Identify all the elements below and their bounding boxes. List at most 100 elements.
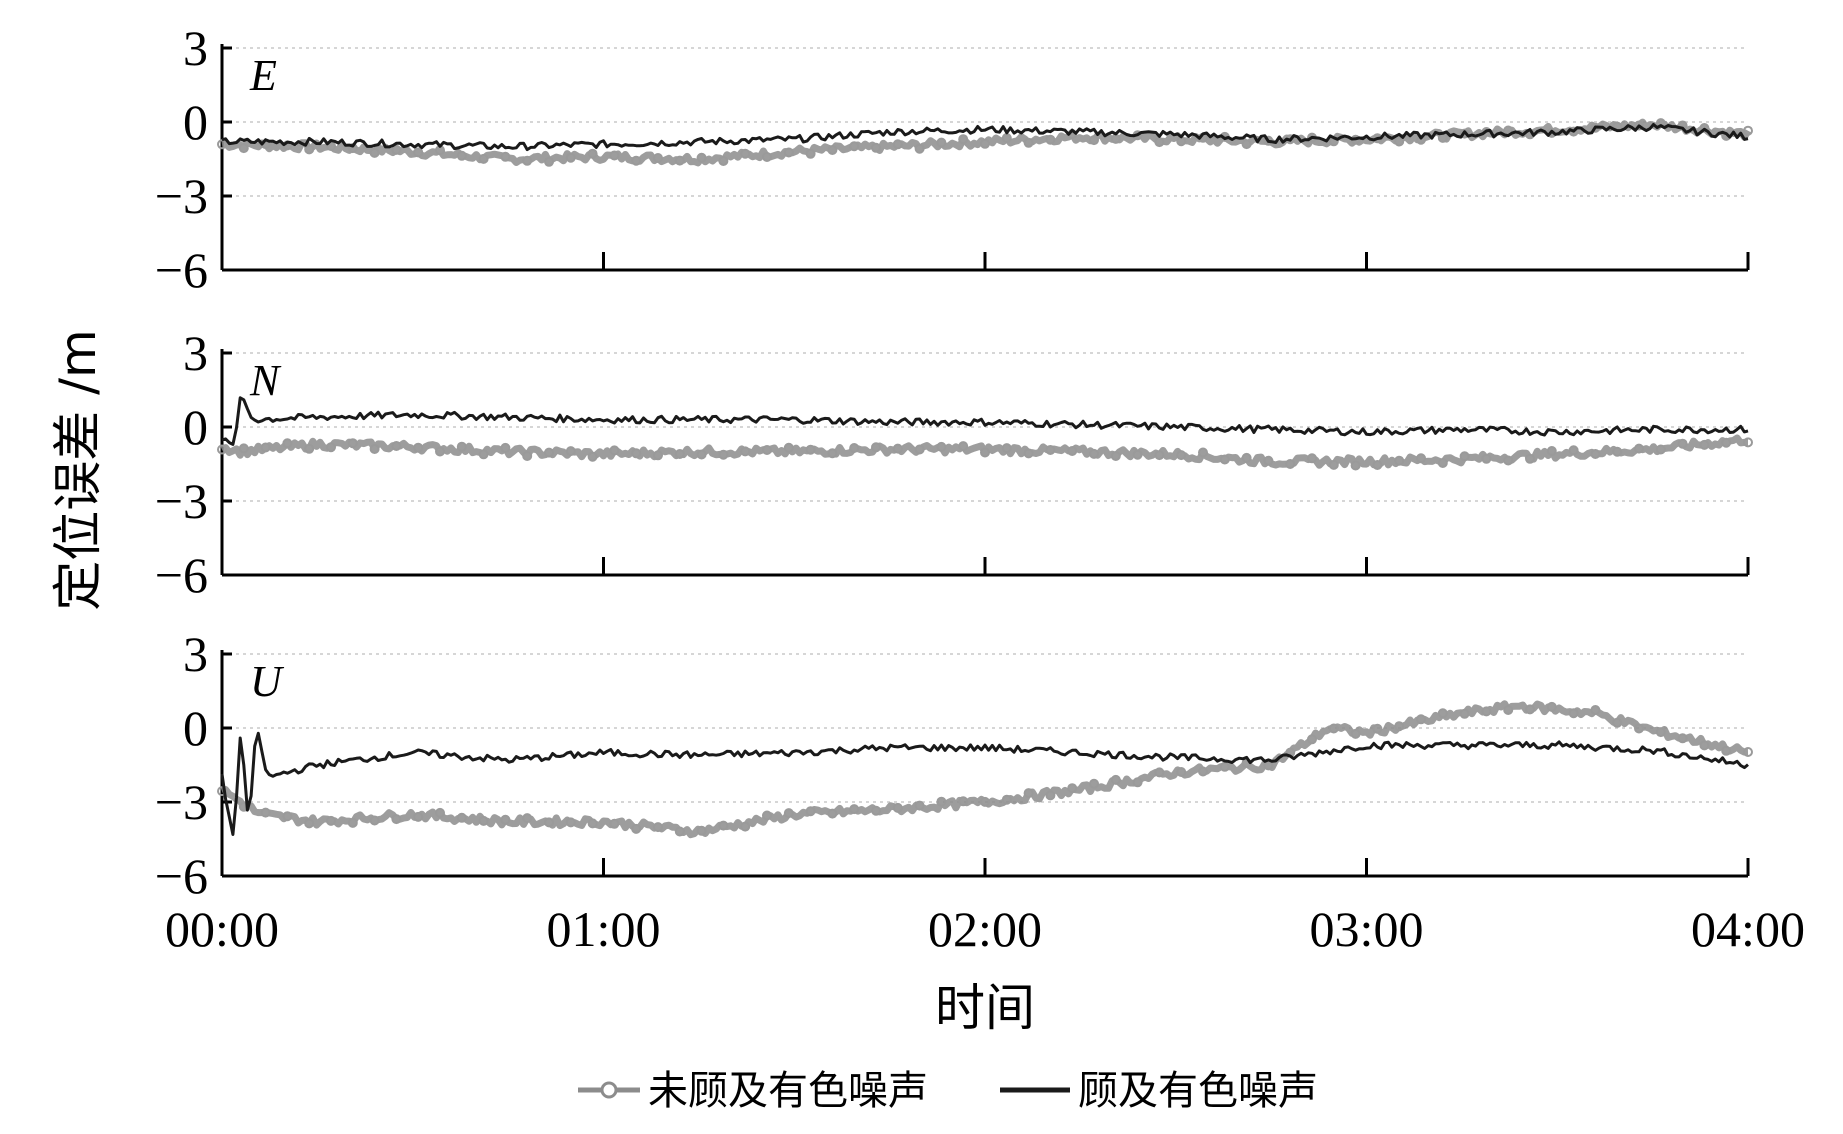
series-n-uncorrected-marker bbox=[1699, 439, 1710, 450]
y-tick-label: −6 bbox=[155, 242, 208, 298]
series-e-uncorrected-marker bbox=[1743, 125, 1753, 136]
series-u-uncorrected-marker bbox=[1590, 705, 1601, 715]
series-e-uncorrected-marker bbox=[631, 155, 642, 166]
series-e-uncorrected-marker bbox=[718, 156, 729, 166]
y-tick-label: 3 bbox=[183, 325, 208, 381]
series-n-uncorrected-marker bbox=[696, 449, 707, 460]
series-n-uncorrected-marker bbox=[1241, 452, 1252, 463]
series-e-uncorrected-marker bbox=[827, 145, 838, 155]
series-u-uncorrected-marker bbox=[1437, 708, 1448, 719]
series-n-uncorrected-marker bbox=[478, 449, 489, 460]
series-e-uncorrected-marker bbox=[1089, 135, 1099, 146]
series-n-uncorrected-marker bbox=[849, 443, 860, 453]
series-u-uncorrected-marker bbox=[783, 808, 794, 819]
series-e-corrected bbox=[221, 123, 1749, 152]
series-u-uncorrected-marker bbox=[696, 825, 707, 836]
series-u-uncorrected-marker bbox=[260, 807, 271, 818]
series-u-uncorrected-marker bbox=[805, 806, 816, 817]
series-n-uncorrected-marker bbox=[1154, 450, 1165, 461]
y-tick-label: −3 bbox=[155, 168, 208, 224]
series-n-uncorrected-marker bbox=[304, 443, 315, 454]
series-e-uncorrected-marker bbox=[1634, 120, 1644, 131]
series-u-uncorrected-marker bbox=[1110, 774, 1121, 785]
series-n-uncorrected-marker bbox=[1459, 451, 1470, 462]
series-u-uncorrected-marker bbox=[1416, 714, 1426, 725]
series-e-uncorrected-marker bbox=[238, 143, 249, 154]
series-n-uncorrected-marker bbox=[1590, 449, 1601, 459]
series-u-uncorrected-marker bbox=[413, 811, 424, 822]
series-n-uncorrected-marker bbox=[1546, 446, 1557, 456]
series-n-uncorrected-marker bbox=[980, 447, 990, 458]
series-e-uncorrected-marker bbox=[1154, 137, 1165, 148]
series-n-uncorrected-marker bbox=[1655, 444, 1666, 455]
series-n-uncorrected-marker bbox=[631, 448, 642, 459]
series-n-uncorrected-marker bbox=[740, 446, 751, 457]
series-u-uncorrected-marker bbox=[1372, 723, 1383, 734]
series-u-uncorrected-marker bbox=[1089, 778, 1099, 789]
series-u-uncorrected-marker bbox=[871, 805, 881, 816]
series-e-uncorrected-marker bbox=[783, 147, 794, 158]
series-n-uncorrected-marker bbox=[1045, 445, 1056, 455]
series-e-uncorrected-marker bbox=[740, 148, 751, 159]
series-e-uncorrected-marker bbox=[413, 147, 424, 158]
panel-label-e: E bbox=[249, 51, 277, 100]
series-u-uncorrected-marker bbox=[1546, 701, 1557, 712]
panel-n: 3 0 −3 −6 N bbox=[155, 325, 1753, 603]
series-n-corrected bbox=[221, 396, 1749, 446]
series-u-uncorrected-marker bbox=[1328, 723, 1339, 734]
y-tick-label: −6 bbox=[155, 848, 208, 904]
series-e-uncorrected-marker bbox=[892, 139, 903, 150]
series-u-uncorrected-marker bbox=[674, 826, 685, 837]
series-u-uncorrected-marker bbox=[653, 822, 663, 833]
series-e-uncorrected-marker bbox=[500, 151, 511, 162]
series-n-uncorrected-marker bbox=[718, 449, 729, 460]
series-e-uncorrected-marker bbox=[653, 153, 663, 163]
series-u-uncorrected-marker bbox=[435, 807, 445, 818]
series-n-uncorrected-marker bbox=[805, 444, 816, 455]
series-n-uncorrected-marker bbox=[1503, 455, 1514, 466]
series-n-uncorrected-marker bbox=[565, 446, 576, 457]
series-u-uncorrected-marker bbox=[304, 818, 315, 829]
series-n-uncorrected-marker bbox=[544, 447, 554, 458]
series-n-uncorrected-marker bbox=[1612, 446, 1623, 457]
series-u-uncorrected-marker bbox=[1699, 740, 1710, 751]
series-e-uncorrected-marker bbox=[936, 137, 947, 148]
series-n-uncorrected-marker bbox=[238, 443, 249, 454]
series-n-uncorrected-marker bbox=[391, 441, 402, 451]
series-e-uncorrected-marker bbox=[914, 143, 925, 154]
panel-label-u: U bbox=[250, 657, 285, 706]
y-tick-label: −6 bbox=[155, 547, 208, 603]
x-tick-label: 01:00 bbox=[547, 901, 661, 957]
series-e-uncorrected-marker bbox=[544, 156, 554, 167]
series-n-uncorrected-marker bbox=[1372, 460, 1383, 470]
series-n-uncorrected-marker bbox=[217, 444, 227, 455]
series-n-uncorrected-marker bbox=[674, 449, 685, 459]
series-n-uncorrected-marker bbox=[1568, 445, 1579, 456]
y-tick-label: 0 bbox=[183, 94, 208, 150]
series-u-uncorrected-marker bbox=[1132, 777, 1143, 788]
series-e-uncorrected-marker bbox=[609, 150, 620, 161]
legend: 未顾及有色噪声 顾及有色噪声 bbox=[578, 1068, 1318, 1114]
series-n-uncorrected-marker bbox=[435, 446, 445, 457]
legend-label-uncorrected: 未顾及有色噪声 bbox=[648, 1068, 928, 1114]
legend-marker-uncorrected bbox=[600, 1081, 618, 1099]
series-n-uncorrected-marker bbox=[1394, 455, 1405, 466]
series-e-uncorrected-marker bbox=[980, 138, 990, 149]
series-e-uncorrected-marker bbox=[871, 142, 881, 153]
series-n-uncorrected-marker bbox=[413, 442, 424, 453]
series-e-uncorrected-marker bbox=[1699, 123, 1710, 133]
series-u-uncorrected-marker bbox=[1481, 706, 1492, 717]
series-n-uncorrected-marker bbox=[1089, 448, 1099, 459]
series-u-uncorrected-marker bbox=[1023, 788, 1034, 799]
series-n-uncorrected-marker bbox=[958, 441, 969, 452]
y-tick-label: 0 bbox=[183, 700, 208, 756]
series-e-uncorrected-marker bbox=[1023, 137, 1034, 148]
y-tick-label: −3 bbox=[155, 473, 208, 529]
series-n-uncorrected bbox=[220, 434, 1748, 469]
y-tick-label: 3 bbox=[183, 20, 208, 76]
series-n-uncorrected-marker bbox=[1198, 447, 1208, 458]
x-tick-label: 00:00 bbox=[165, 901, 279, 957]
series-n-uncorrected-marker bbox=[1743, 437, 1753, 448]
series-u-uncorrected-marker bbox=[762, 810, 772, 821]
